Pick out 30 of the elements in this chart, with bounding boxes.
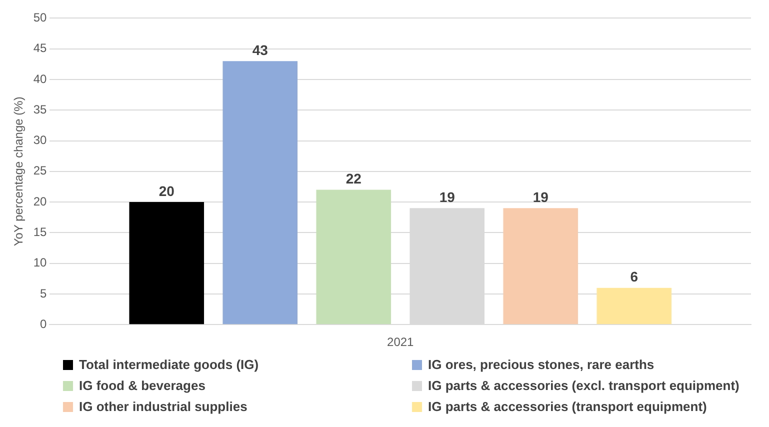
y-tick-label: 15: [33, 224, 48, 239]
y-tick-label: 20: [33, 194, 48, 208]
bar: [503, 208, 578, 324]
data-label: 22: [346, 170, 362, 187]
legend-label: IG ores, precious stones, rare earths: [428, 357, 654, 372]
y-tick-label: 0: [40, 316, 48, 331]
data-label: 20: [158, 182, 175, 199]
y-axis-title: YoY percentage change (%): [12, 96, 26, 246]
legend-label: IG parts & accessories (excl. transport equipment): [428, 378, 740, 393]
data-label: 19: [439, 189, 456, 206]
x-tick-label: 2021: [387, 335, 414, 350]
bar: [222, 61, 298, 324]
data-label: 6: [630, 268, 638, 285]
legend-label: IG food & beverages: [79, 378, 206, 393]
y-tick-label: 50: [33, 10, 48, 25]
y-tick-label: 30: [33, 133, 48, 148]
data-label: 19: [532, 189, 549, 206]
legend-label: IG parts & accessories (transport equipment): [428, 399, 707, 414]
bar: [596, 288, 672, 324]
legend-label: IG other industrial supplies: [79, 399, 248, 414]
legend-label: Total intermediate goods (IG): [79, 357, 259, 372]
bar: [316, 190, 392, 324]
bar: [129, 202, 204, 324]
y-tick-label: 10: [33, 256, 48, 270]
y-tick-label: 5: [40, 286, 48, 300]
data-label: 43: [252, 42, 268, 58]
y-tick-label: 35: [33, 102, 48, 116]
y-tick-label: 25: [33, 164, 48, 178]
y-tick-label: 45: [33, 41, 48, 56]
y-tick-label: 40: [33, 72, 48, 86]
